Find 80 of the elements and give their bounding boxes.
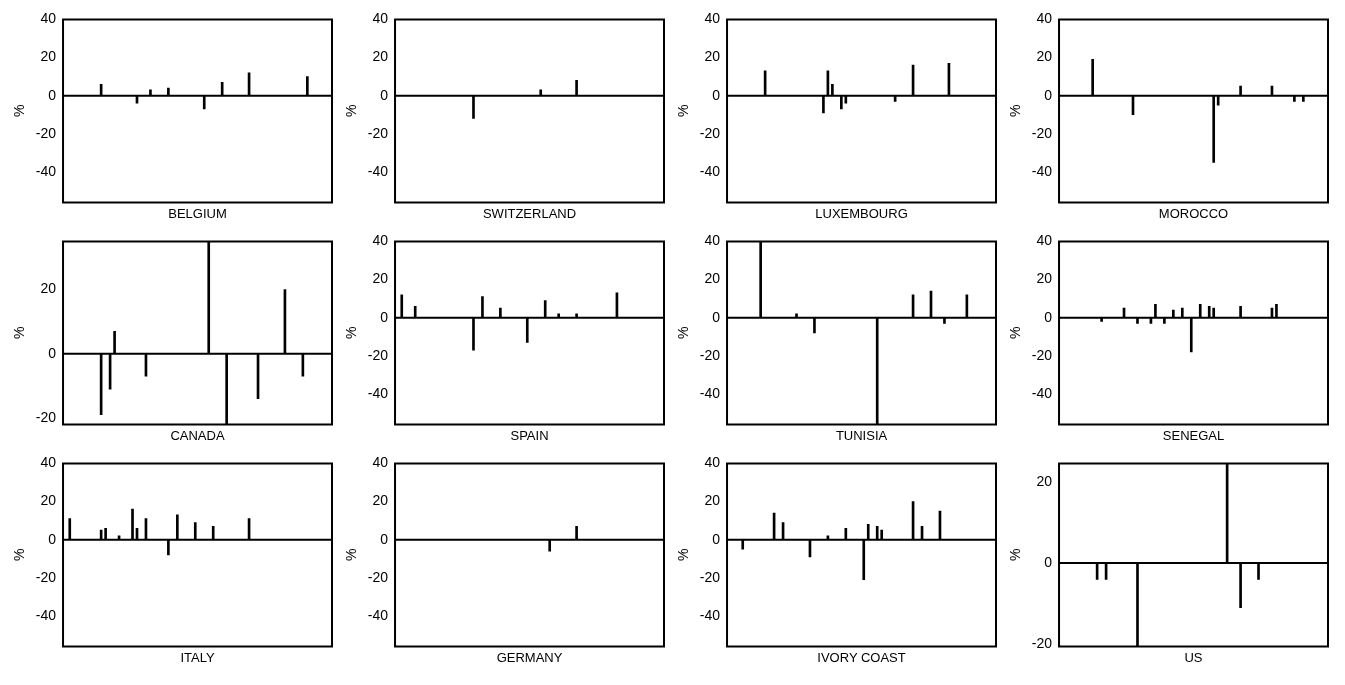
y-tick-label: -20: [35, 568, 57, 585]
y-tick-label: 0: [1044, 86, 1053, 103]
y-tick-label: 20: [1036, 48, 1053, 65]
y-tick-label: -20: [367, 124, 389, 141]
y-tick-label: 40: [704, 232, 721, 249]
y-tick-label: -20: [367, 568, 389, 585]
y-tick-label: 20: [372, 48, 389, 65]
y-tick-label: -40: [367, 384, 389, 401]
y-tick-label: -40: [35, 162, 57, 179]
y-axis-title: %: [1007, 548, 1024, 562]
y-axis-title: %: [1007, 326, 1024, 340]
y-tick-label: -20: [699, 346, 721, 363]
y-tick-label: -20: [35, 408, 57, 425]
x-axis-title: SWITZERLAND: [482, 205, 577, 221]
x-axis-title: IVORY COAST: [817, 649, 906, 665]
y-tick-label: -40: [1031, 384, 1053, 401]
y-tick-label: 0: [380, 530, 389, 547]
y-axis-title: %: [11, 104, 28, 118]
x-axis-title: SENEGAL: [1162, 427, 1225, 443]
y-tick-label: -20: [35, 124, 57, 141]
y-tick-label: 20: [704, 270, 721, 287]
y-tick-label: 0: [380, 308, 389, 325]
y-tick-label: 0: [712, 530, 721, 547]
y-tick-label: -20: [1031, 124, 1053, 141]
y-tick-label: 20: [40, 280, 57, 297]
y-tick-label: -40: [699, 606, 721, 623]
y-tick-label: 0: [380, 86, 389, 103]
y-tick-label: -40: [1031, 162, 1053, 179]
x-axis-title: BELGIUM: [168, 205, 227, 221]
y-tick-label: 0: [48, 344, 57, 361]
y-tick-label: -20: [1031, 346, 1053, 363]
y-axis-title: %: [1007, 104, 1024, 118]
y-tick-label: 40: [372, 454, 389, 471]
x-axis-title: MOROCCO: [1158, 205, 1229, 221]
x-axis-title: LUXEMBOURG: [815, 205, 908, 221]
y-tick-label: 40: [372, 232, 389, 249]
y-tick-label: -40: [699, 162, 721, 179]
y-tick-label: 20: [1036, 472, 1053, 489]
x-axis-title: CANADA: [170, 427, 225, 443]
y-tick-label: -40: [367, 162, 389, 179]
y-tick-label: 40: [40, 10, 57, 27]
y-tick-label: 0: [48, 530, 57, 547]
y-tick-label: 0: [712, 308, 721, 325]
y-tick-label: 20: [1036, 270, 1053, 287]
x-axis-title: TUNISIA: [835, 427, 888, 443]
y-tick-label: -20: [699, 568, 721, 585]
y-axis-title: %: [343, 326, 360, 340]
x-axis-title: US: [1184, 649, 1203, 665]
y-tick-label: 20: [372, 492, 389, 509]
y-tick-label: -20: [367, 346, 389, 363]
y-axis-title: %: [675, 548, 692, 562]
y-tick-label: 40: [372, 10, 389, 27]
y-axis-title: %: [11, 326, 28, 340]
y-axis-title: %: [343, 104, 360, 118]
y-tick-label: 20: [704, 492, 721, 509]
y-tick-label: 40: [1036, 232, 1053, 249]
x-axis-title: SPAIN: [510, 427, 549, 443]
y-tick-label: 40: [704, 454, 721, 471]
y-tick-label: -20: [699, 124, 721, 141]
y-tick-label: 20: [40, 492, 57, 509]
y-tick-label: 20: [40, 48, 57, 65]
y-tick-label: -40: [699, 384, 721, 401]
x-axis-title: GERMANY: [496, 649, 563, 665]
y-tick-label: -40: [367, 606, 389, 623]
y-axis-title: %: [675, 104, 692, 118]
y-tick-label: -20: [1031, 635, 1053, 652]
y-axis-title: %: [11, 548, 28, 562]
y-tick-label: 20: [704, 48, 721, 65]
y-tick-label: 0: [1044, 553, 1053, 570]
y-axis-title: %: [675, 326, 692, 340]
y-tick-label: 40: [1036, 10, 1053, 27]
y-tick-label: 0: [48, 86, 57, 103]
y-tick-label: -40: [35, 606, 57, 623]
y-tick-label: 20: [372, 270, 389, 287]
y-axis-title: %: [343, 548, 360, 562]
y-tick-label: 40: [40, 454, 57, 471]
x-axis-title: ITALY: [180, 649, 215, 665]
y-tick-label: 0: [1044, 308, 1053, 325]
y-tick-label: 0: [712, 86, 721, 103]
y-tick-label: 40: [704, 10, 721, 27]
